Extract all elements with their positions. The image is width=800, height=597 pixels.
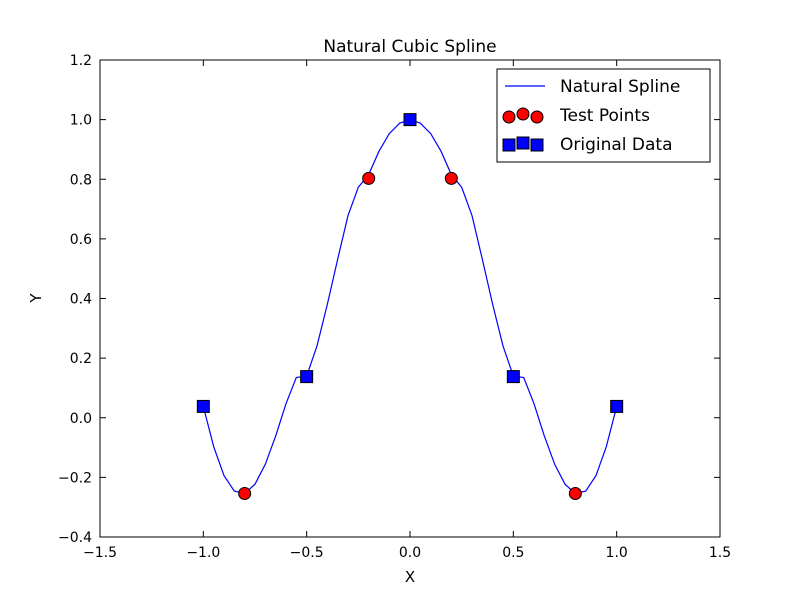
original-data-marker bbox=[403, 113, 417, 127]
y-tick-label: −0.2 bbox=[58, 470, 92, 486]
y-tick-label: 0.0 bbox=[70, 411, 92, 427]
x-tick-label: −0.5 bbox=[290, 545, 324, 561]
y-tick-label: −0.4 bbox=[58, 530, 92, 546]
y-tick-label: 0.4 bbox=[70, 292, 92, 308]
x-tick-label: 1.0 bbox=[606, 545, 628, 561]
plot-area bbox=[196, 113, 624, 500]
y-tick-label: 0.2 bbox=[70, 351, 92, 367]
legend-spline-label: Natural Spline bbox=[560, 77, 680, 97]
original-data-marker bbox=[506, 370, 520, 384]
axes: −1.5 −1.0 −0.5 0.0 0.5 1.0 1.5 −0.4 −0.2 0.0 0.2 0.… bbox=[58, 53, 731, 561]
y-tick-label: 0.6 bbox=[70, 232, 92, 248]
original-data-marker bbox=[610, 399, 624, 413]
x-tick-label: 0.5 bbox=[502, 545, 524, 561]
legend-test-points-label: Test Points bbox=[559, 106, 650, 126]
x-tick-label: 1.5 bbox=[709, 545, 731, 561]
legend-original-data-label: Original Data bbox=[560, 135, 673, 155]
original-data-marker bbox=[196, 399, 210, 413]
legend-original-data-swatch bbox=[502, 136, 544, 152]
spline-line bbox=[202, 118, 618, 495]
original-data-marker bbox=[300, 370, 314, 384]
y-tick-label: 0.8 bbox=[70, 172, 92, 188]
test-point-marker bbox=[568, 486, 582, 500]
test-point-marker bbox=[444, 171, 458, 185]
legend-test-points-swatch bbox=[502, 107, 544, 124]
x-tick-label: −1.0 bbox=[186, 545, 220, 561]
x-tick-label: −1.5 bbox=[83, 545, 117, 561]
legend: Natural Spline Test Points Original Data bbox=[496, 68, 711, 163]
x-axis-label: X bbox=[405, 568, 415, 586]
test-point-marker bbox=[238, 486, 252, 500]
test-point-marker bbox=[362, 171, 376, 185]
y-tick-label: 1.2 bbox=[70, 53, 92, 69]
chart-title: Natural Cubic Spline bbox=[323, 37, 496, 57]
y-tick-label: 1.0 bbox=[70, 113, 92, 129]
x-tick-label: 0.0 bbox=[399, 545, 421, 561]
y-axis-label: Y bbox=[27, 293, 45, 304]
